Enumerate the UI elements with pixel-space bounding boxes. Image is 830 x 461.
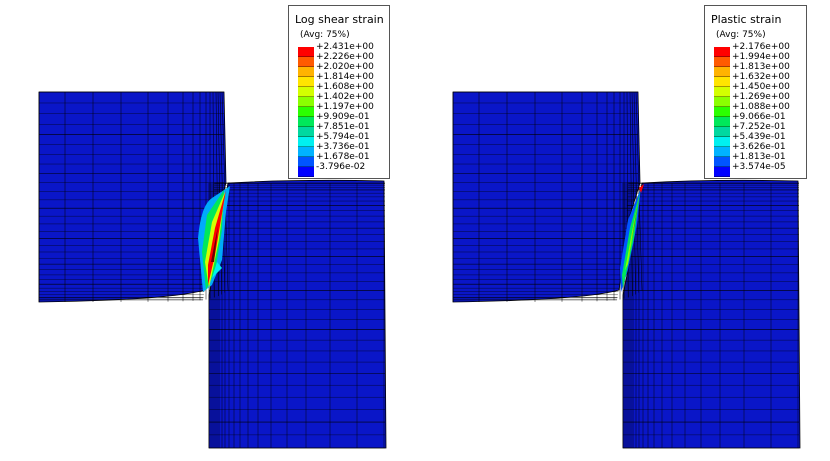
- legend-tick-label: +1.402e+00: [316, 92, 374, 102]
- legend-color-band: [298, 137, 314, 147]
- legend-tick-label: +1.608e+00: [316, 82, 374, 92]
- upper-left-block: [452, 91, 641, 303]
- mesh-line: [633, 91, 640, 293]
- legend-color-band: [298, 167, 314, 177]
- legend-color-bar: [714, 47, 730, 177]
- legend-color-band: [714, 157, 730, 167]
- legend-color-band: [714, 167, 730, 177]
- legend-tick-labels: +2.431e+00 +2.226e+00 +2.020e+00 +1.814e+00…: [316, 42, 374, 172]
- legend-tick-label: +2.176e+00: [732, 42, 790, 52]
- legend-tick-label: +5.439e-01: [732, 132, 786, 142]
- legend-tick-label: -3.796e-02: [316, 162, 366, 172]
- legend-color-band: [298, 157, 314, 167]
- specimen-log-shear-strain: [38, 91, 387, 449]
- legend-plastic-strain: Plastic strain (Avg: 75%) +2.176e+00 +1.9…: [704, 5, 807, 179]
- legend-color-band: [298, 147, 314, 157]
- lower-right-block: [622, 179, 801, 449]
- shear-band-high-zone: [625, 197, 639, 270]
- specimen-plastic-strain: [452, 91, 801, 449]
- legend-tick-labels: +2.176e+00 +1.994e+00 +1.813e+00 +1.632e+00…: [732, 42, 790, 172]
- legend-title: Plastic strain: [711, 13, 782, 26]
- legend-color-band: [298, 57, 314, 67]
- legend-color-band: [298, 97, 314, 107]
- legend-color-band: [714, 47, 730, 57]
- legend-color-band: [714, 147, 730, 157]
- legend-color-band: [714, 87, 730, 97]
- shear-band-peak: [639, 184, 644, 193]
- legend-color-bar: [298, 47, 314, 177]
- legend-color-band: [298, 117, 314, 127]
- legend-tick-label: +7.252e-01: [732, 122, 786, 132]
- legend-tick-label: +5.794e-01: [316, 132, 370, 142]
- legend-tick-label: +1.813e+00: [732, 62, 790, 72]
- legend-color-band: [298, 127, 314, 137]
- legend-tick-label: +2.020e+00: [316, 62, 374, 72]
- legend-tick-label: +7.851e-01: [316, 122, 370, 132]
- legend-tick-label: +1.632e+00: [732, 72, 790, 82]
- legend-color-band: [714, 67, 730, 77]
- legend-color-band: [714, 57, 730, 67]
- legend-tick-label: +1.994e+00: [732, 52, 790, 62]
- legend-tick-label: +1.450e+00: [732, 82, 790, 92]
- legend-color-band: [714, 97, 730, 107]
- legend-tick-label: +9.909e-01: [316, 112, 370, 122]
- legend-color-band: [298, 47, 314, 57]
- shear-band-peak: [211, 226, 218, 262]
- legend-log-shear-strain: Log shear strain (Avg: 75%) +2.431e+00 +2…: [288, 5, 390, 179]
- legend-color-band: [714, 127, 730, 137]
- legend-tick-label: +1.197e+00: [316, 102, 374, 112]
- legend-tick-label: +3.736e-01: [316, 142, 370, 152]
- legend-averaging-note: (Avg: 75%): [716, 30, 766, 40]
- legend-averaging-note: (Avg: 75%): [300, 30, 350, 40]
- legend-title: Log shear strain: [295, 13, 384, 26]
- legend-tick-label: +3.626e-01: [732, 142, 786, 152]
- legend-tick-label: +9.066e-01: [732, 112, 786, 122]
- legend-color-band: [298, 67, 314, 77]
- lower-right-block: [208, 179, 387, 449]
- upper-left-block: [38, 91, 227, 303]
- legend-tick-label: +1.678e-01: [316, 152, 370, 162]
- shear-band-tail: [212, 262, 222, 278]
- legend-color-band: [714, 77, 730, 87]
- legend-tick-label: +1.813e-01: [732, 152, 786, 162]
- legend-tick-label: +2.226e+00: [316, 52, 374, 62]
- legend-tick-label: +1.088e+00: [732, 102, 790, 112]
- legend-tick-label: +1.269e+00: [732, 92, 790, 102]
- legend-tick-label: +2.431e+00: [316, 42, 374, 52]
- legend-color-band: [714, 117, 730, 127]
- legend-tick-label: +3.574e-05: [732, 162, 786, 172]
- legend-color-band: [714, 107, 730, 117]
- legend-color-band: [298, 77, 314, 87]
- legend-color-band: [298, 107, 314, 117]
- legend-color-band: [714, 137, 730, 147]
- legend-tick-label: +1.814e+00: [316, 72, 374, 82]
- legend-color-band: [298, 87, 314, 97]
